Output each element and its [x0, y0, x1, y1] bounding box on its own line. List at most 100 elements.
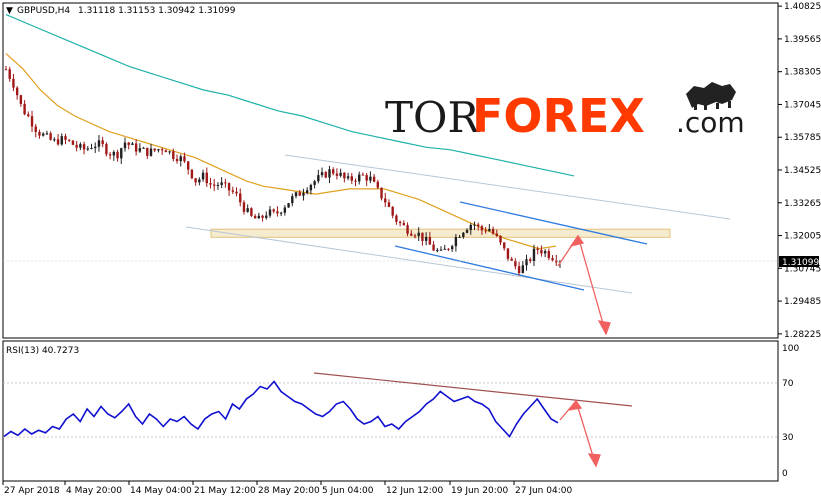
bull-bear-icon — [686, 82, 736, 110]
candle-body — [287, 203, 290, 208]
support-zone — [210, 228, 671, 238]
candle-body — [294, 192, 298, 197]
candle-body — [146, 147, 149, 156]
candle-body — [239, 193, 242, 203]
candle-body — [157, 149, 160, 151]
candle-body — [465, 230, 469, 233]
candle-body — [168, 151, 171, 153]
candle-body — [120, 148, 123, 159]
rsi-axis-label-70: 70 — [782, 379, 794, 389]
candle-body — [424, 237, 428, 241]
candle-body — [488, 229, 491, 232]
candle-body — [480, 226, 484, 231]
candle-body — [209, 183, 212, 185]
time-axis: 27 Apr 2018 4 May 20:00 14 May 04:00 21 May… — [2, 481, 572, 496]
candle-body — [532, 248, 536, 262]
candle-body — [462, 232, 465, 237]
candle-body — [183, 156, 186, 162]
candle-body — [391, 206, 394, 216]
candle-body — [506, 248, 510, 259]
candle-body — [246, 208, 249, 212]
price-axis-label: 1.29485 — [784, 297, 821, 307]
candle-body — [410, 233, 413, 236]
candle-body — [23, 103, 26, 115]
time-axis-label: 19 Jun 20:00 — [451, 486, 508, 496]
candle-body — [324, 172, 327, 178]
candle-body — [86, 148, 89, 150]
candle-body — [335, 173, 339, 176]
rsi-axis: 100 70 30 0 — [782, 344, 799, 479]
candle-body — [536, 248, 539, 250]
candle-body — [194, 178, 197, 183]
price-axis-label: 1.33265 — [784, 199, 821, 209]
candle-body — [503, 242, 506, 249]
candle-body — [372, 176, 376, 182]
candle-body — [49, 133, 52, 140]
candle-body — [198, 179, 201, 183]
candle-body — [525, 259, 528, 266]
rsi-line — [3, 380, 559, 438]
price-axis-label: 1.32005 — [784, 232, 821, 242]
candle-body — [276, 211, 279, 214]
candle-body — [112, 151, 116, 156]
candle-body — [179, 156, 182, 162]
candle-body — [216, 184, 220, 186]
candle-body — [358, 174, 361, 182]
candle-body — [436, 250, 439, 252]
rsi-axis-label-100: 100 — [782, 344, 799, 354]
candle-body — [439, 249, 443, 251]
candle-body — [447, 248, 450, 250]
candle-body — [395, 215, 398, 222]
candle-body — [30, 116, 34, 127]
candle-body — [320, 172, 324, 176]
candle-body — [555, 260, 558, 263]
channel-upper-line — [284, 154, 731, 220]
candlestick-series — [4, 65, 562, 276]
candle-body — [491, 229, 495, 234]
candle-body — [473, 224, 476, 226]
channel-lower-line — [185, 226, 633, 294]
candle-body — [12, 78, 15, 88]
torforex-logo: TOR FOREX .com — [385, 82, 745, 143]
candle-body — [343, 172, 346, 179]
time-axis-label: 27 Jun 04:00 — [515, 486, 572, 496]
candle-body — [108, 154, 112, 156]
candle-body — [53, 139, 56, 141]
candle-body — [134, 143, 138, 152]
price-axis-label: 1.40825 — [784, 2, 821, 12]
candle-body — [305, 190, 309, 193]
logo-part-tor: TOR — [385, 93, 480, 142]
candle-body — [272, 209, 275, 212]
candle-body — [510, 258, 513, 261]
candle-body — [257, 215, 261, 219]
price-axis-label: 1.30745 — [784, 264, 821, 274]
fast-moving-average-line — [5, 53, 557, 250]
candle-body — [365, 175, 368, 181]
candle-body — [227, 182, 231, 191]
candle-body — [331, 169, 335, 174]
candle-body — [313, 181, 316, 185]
candle-body — [458, 236, 461, 238]
candle-body — [27, 114, 30, 117]
candle-body — [261, 215, 264, 218]
logo-part-forex: FOREX — [472, 89, 645, 143]
candle-body — [220, 182, 223, 185]
rsi-panel-frame — [2, 340, 779, 482]
price-axis-label: 1.35785 — [784, 133, 821, 143]
symbol-label: GBPUSD,H4 — [17, 6, 70, 16]
candle-body — [101, 140, 104, 145]
logo-part-com: .com — [676, 106, 745, 139]
candle-body — [454, 236, 458, 247]
candle-body — [551, 258, 554, 261]
candle-body — [484, 230, 487, 232]
candle-body — [127, 142, 130, 145]
candle-body — [265, 215, 268, 218]
candle-body — [82, 144, 86, 150]
candle-body — [75, 144, 78, 148]
symbol-menu-icon[interactable]: ▼ — [6, 6, 13, 16]
candle-body — [190, 169, 194, 179]
forecast-arrow-rsi — [559, 399, 601, 468]
inner-channel-lower-line — [394, 245, 585, 291]
time-axis-label: 4 May 20:00 — [66, 486, 122, 496]
